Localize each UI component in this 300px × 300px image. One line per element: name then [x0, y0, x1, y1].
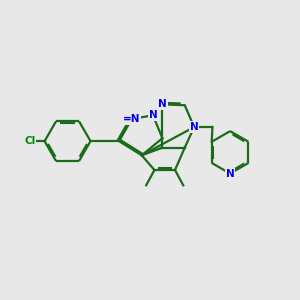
- Text: N: N: [226, 169, 235, 178]
- Text: N: N: [158, 99, 167, 110]
- Text: Cl: Cl: [24, 136, 35, 146]
- Text: N: N: [148, 110, 157, 120]
- Text: N: N: [190, 122, 199, 132]
- Text: =N: =N: [123, 114, 140, 124]
